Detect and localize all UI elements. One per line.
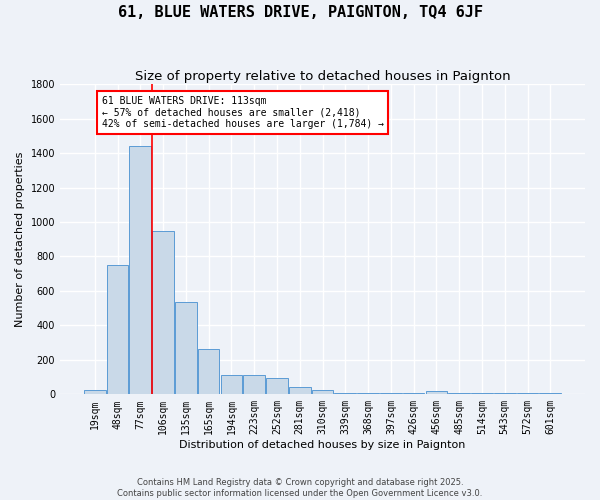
- Bar: [289, 387, 311, 394]
- Bar: [357, 392, 379, 394]
- Bar: [221, 374, 242, 394]
- Bar: [84, 390, 106, 394]
- Bar: [539, 392, 561, 394]
- Bar: [244, 374, 265, 394]
- Bar: [130, 146, 151, 394]
- Y-axis label: Number of detached properties: Number of detached properties: [15, 152, 25, 327]
- Text: 61 BLUE WATERS DRIVE: 113sqm
← 57% of detached houses are smaller (2,418)
42% of: 61 BLUE WATERS DRIVE: 113sqm ← 57% of de…: [101, 96, 383, 130]
- Bar: [266, 378, 288, 394]
- Bar: [152, 230, 174, 394]
- Bar: [312, 390, 334, 394]
- Bar: [107, 265, 128, 394]
- Text: Contains HM Land Registry data © Crown copyright and database right 2025.
Contai: Contains HM Land Registry data © Crown c…: [118, 478, 482, 498]
- Bar: [334, 392, 356, 394]
- Bar: [175, 302, 197, 394]
- Bar: [425, 391, 447, 394]
- Text: 61, BLUE WATERS DRIVE, PAIGNTON, TQ4 6JF: 61, BLUE WATERS DRIVE, PAIGNTON, TQ4 6JF: [118, 5, 482, 20]
- X-axis label: Distribution of detached houses by size in Paignton: Distribution of detached houses by size …: [179, 440, 466, 450]
- Bar: [198, 348, 220, 395]
- Title: Size of property relative to detached houses in Paignton: Size of property relative to detached ho…: [135, 70, 511, 83]
